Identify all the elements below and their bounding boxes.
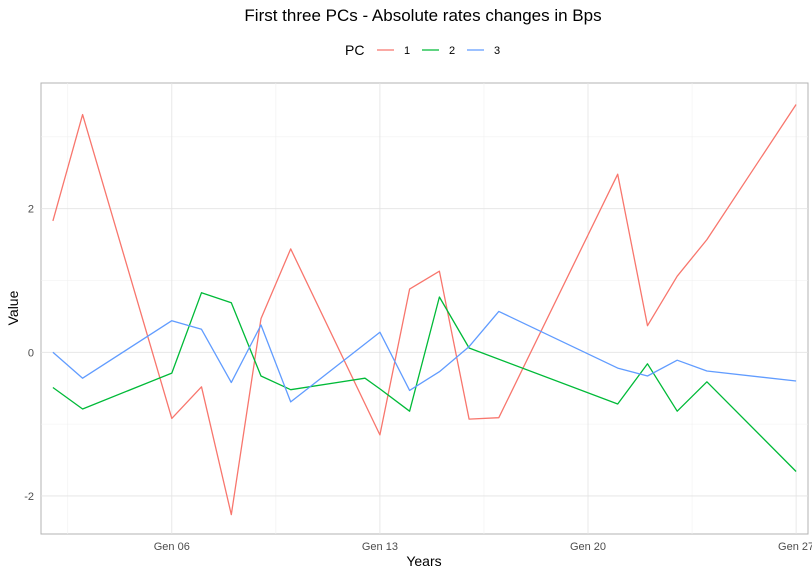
legend: PC 1 2 3: [345, 42, 500, 58]
x-tick-label: Gen 27: [778, 541, 812, 553]
plot-panel: [40, 82, 809, 535]
x-tick-label: Gen 06: [154, 541, 190, 553]
chart-title: First three PCs - Absolute rates changes…: [244, 6, 601, 25]
plot-border: [40, 82, 809, 535]
series-line-1: [52, 104, 797, 516]
y-axis-title: Value: [5, 290, 21, 325]
x-tick-label: Gen 20: [570, 541, 606, 553]
legend-title: PC: [345, 42, 364, 58]
x-tick-label: Gen 13: [362, 541, 398, 553]
legend-label-3: 3: [494, 45, 500, 57]
series-line-3: [52, 310, 797, 403]
x-axis-title: Years: [406, 553, 441, 569]
series-line-2: [52, 292, 797, 472]
y-tick-label: 2: [28, 204, 34, 216]
legend-label-2: 2: [449, 45, 455, 57]
legend-label-1: 1: [404, 45, 410, 57]
y-tick-label: -2: [24, 491, 34, 503]
y-tick-label: 0: [28, 347, 34, 359]
